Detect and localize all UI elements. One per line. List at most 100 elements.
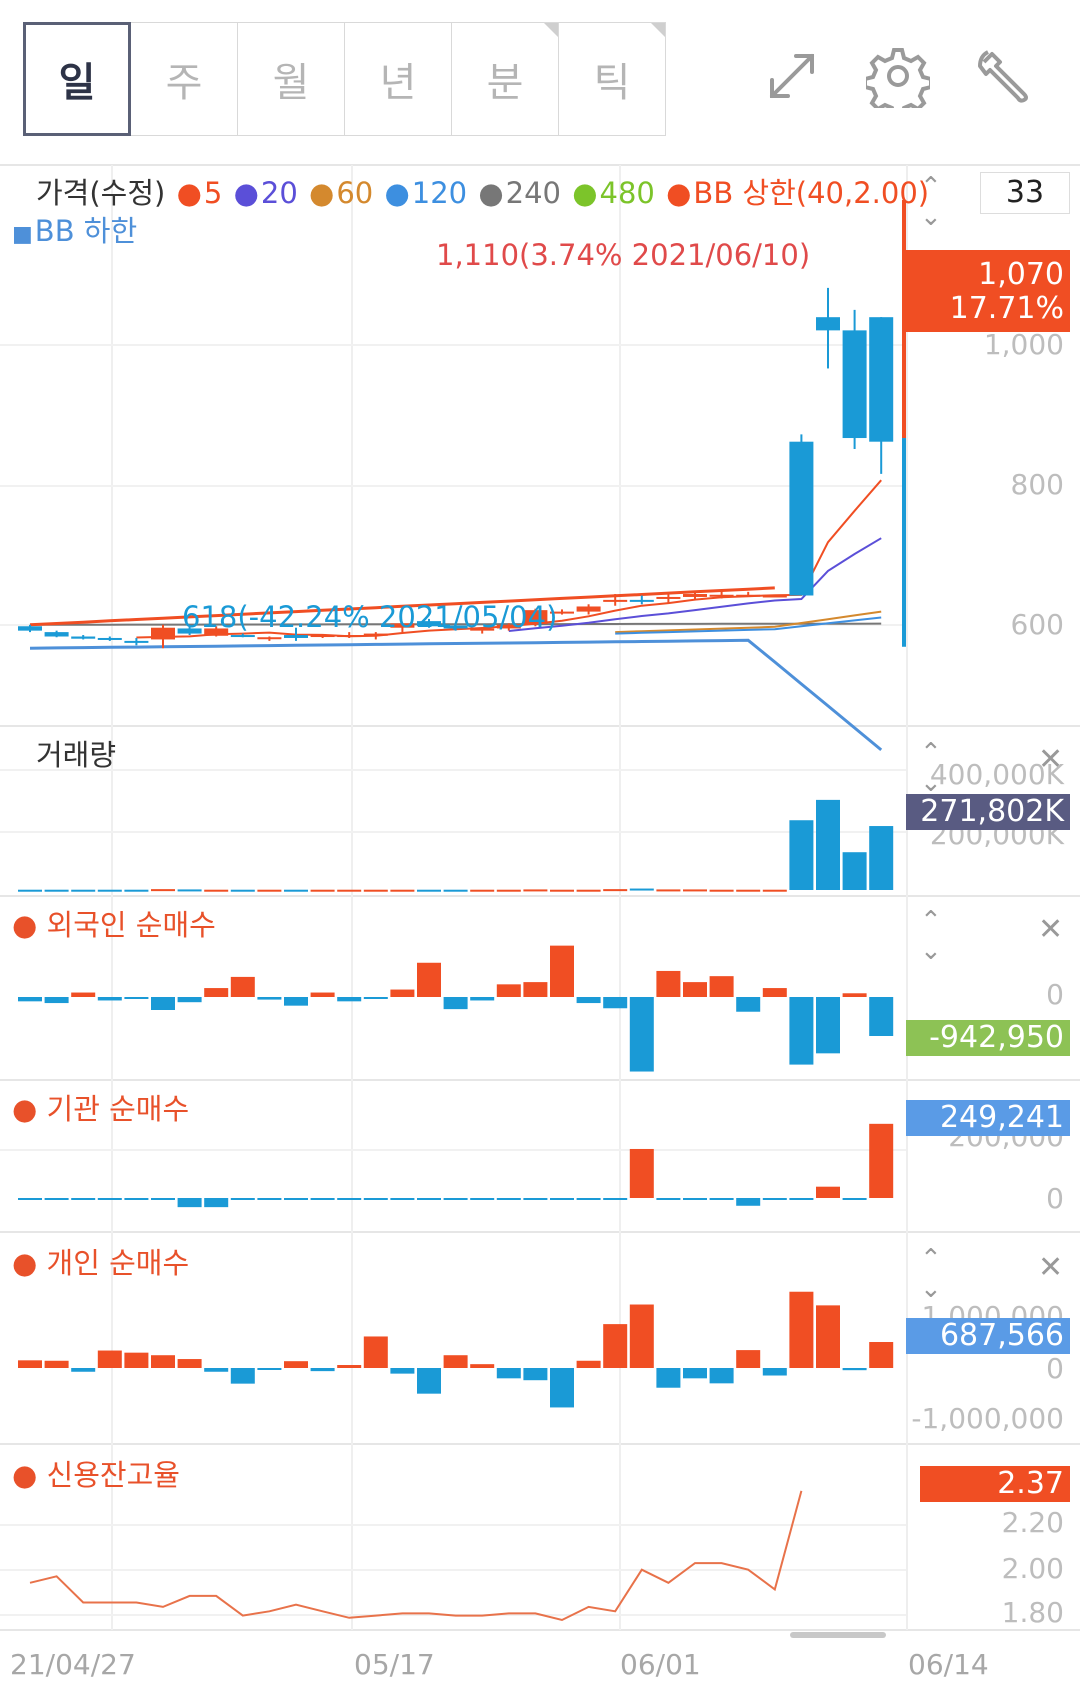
indiv-bar [789, 1291, 814, 1368]
foreign-bar [576, 997, 601, 1004]
legend-dot: ● [384, 176, 410, 210]
inst-bar [842, 1198, 867, 1200]
foreign-badge: -942,950 [906, 1020, 1070, 1056]
inst-bar [310, 1198, 335, 1200]
bullet-dot: ● [12, 1458, 47, 1492]
indiv-bar [177, 1359, 202, 1368]
foreign-y-tick: 0 [1046, 978, 1064, 1011]
inst-bar [869, 1123, 894, 1198]
volume-bar [576, 889, 601, 892]
ma20-line [508, 537, 882, 632]
legend-ma20: 20 [260, 176, 298, 210]
legend-dot: ● [478, 176, 504, 210]
inst-bar [204, 1198, 229, 1208]
candle-body [204, 628, 229, 636]
volume-bar [71, 889, 96, 892]
foreign-bar [443, 997, 468, 1010]
candle-body [18, 626, 42, 631]
resize-handle-icon[interactable]: ⌃ ⌄ [920, 738, 942, 798]
inst-bar [656, 1198, 681, 1200]
price-y-tick: 600 [1010, 608, 1064, 641]
tab-week[interactable]: 주 [130, 22, 238, 136]
volume-title: 거래량 [36, 738, 117, 772]
candle-body [71, 636, 96, 639]
inst-bar [124, 1198, 149, 1200]
tab-day[interactable]: 일 [23, 22, 131, 136]
foreign-bar [762, 988, 787, 997]
inst-bar [44, 1198, 69, 1200]
inst-bar [816, 1186, 840, 1198]
candle-body [842, 330, 867, 439]
legend-bb-lower: BB 하한 [34, 214, 138, 248]
gear-icon[interactable] [866, 44, 930, 108]
tab-year[interactable]: 년 [344, 22, 452, 136]
credit-y-tick: 1.80 [1001, 1596, 1064, 1629]
volume-bar [284, 889, 308, 892]
credit-badge: 2.37 [920, 1466, 1070, 1502]
x-tick: 06/01 [620, 1648, 701, 1681]
price-legend: 가격(수정) ●5 ●20 ●60 ●120 ●240 ●480 ●BB 상한(… [36, 170, 931, 212]
indiv-bar [363, 1336, 388, 1368]
indiv-bar [709, 1368, 734, 1384]
ma60-line [615, 610, 882, 634]
tab-month[interactable]: 월 [237, 22, 345, 136]
inst-bar [523, 1198, 548, 1200]
candle-body [683, 594, 707, 597]
expand-icon[interactable] [760, 44, 824, 108]
foreign-bar [390, 989, 415, 997]
candle-body [629, 599, 654, 602]
foreign-bar [550, 945, 574, 997]
candle-body [443, 625, 468, 629]
inst-bar [629, 1148, 654, 1198]
indiv-bar [284, 1361, 308, 1368]
x-tick: 21/04/27 [10, 1648, 136, 1681]
inst-bar [257, 1198, 282, 1200]
candle-body [337, 635, 362, 638]
inst-bar [18, 1198, 42, 1200]
inst-bar [496, 1198, 521, 1200]
foreign-bar [337, 997, 362, 1002]
foreign-bar [869, 997, 894, 1036]
volume-bar [177, 889, 202, 892]
inst-bar [603, 1198, 628, 1200]
legend-dot: ● [666, 176, 692, 210]
indiv-bar [97, 1350, 122, 1368]
close-icon[interactable]: ✕ [1038, 912, 1064, 947]
foreign-bar [683, 982, 707, 997]
credit-title-text: 신용잔고율 [46, 1458, 180, 1492]
inst-bar [683, 1198, 707, 1200]
close-icon[interactable]: ✕ [1038, 742, 1064, 777]
foreign-bar [629, 997, 654, 1072]
foreign-bar [257, 997, 282, 1000]
indiv-bar [656, 1368, 681, 1388]
close-icon[interactable]: ✕ [1038, 1250, 1064, 1285]
period-input[interactable]: 33 [980, 172, 1070, 214]
volume-y-tick: 400,000K [929, 758, 1064, 791]
foreign-bar [603, 997, 628, 1009]
indiv-bar [310, 1368, 335, 1372]
volume-bar [363, 889, 388, 892]
foreign-bar [417, 962, 441, 997]
tab-tick[interactable]: 틱 [558, 22, 666, 136]
volume-bar [230, 889, 255, 892]
foreign-bar [151, 997, 175, 1010]
candle-body [656, 596, 681, 599]
indiv-bar [204, 1368, 229, 1372]
wrench-icon[interactable] [974, 44, 1038, 108]
indiv-bar [124, 1352, 149, 1368]
inst-bar [363, 1198, 388, 1200]
resize-handle-icon[interactable]: ⌃ ⌄ [920, 906, 942, 966]
volume-bar [257, 889, 282, 892]
volume-bar [869, 826, 894, 890]
volume-bar [816, 799, 840, 890]
indiv-bar [417, 1368, 441, 1394]
inst-bar [443, 1198, 468, 1200]
foreign-bar [18, 997, 42, 1002]
resize-handle-icon[interactable]: ⌃ ⌄ [920, 1244, 942, 1304]
ma120-line [615, 616, 882, 635]
resize-handle-icon[interactable]: ⌃ ⌄ [920, 172, 942, 232]
foreign-bar [789, 997, 814, 1065]
tab-minute[interactable]: 분 [451, 22, 559, 136]
legend-ma120: 120 [411, 176, 468, 210]
